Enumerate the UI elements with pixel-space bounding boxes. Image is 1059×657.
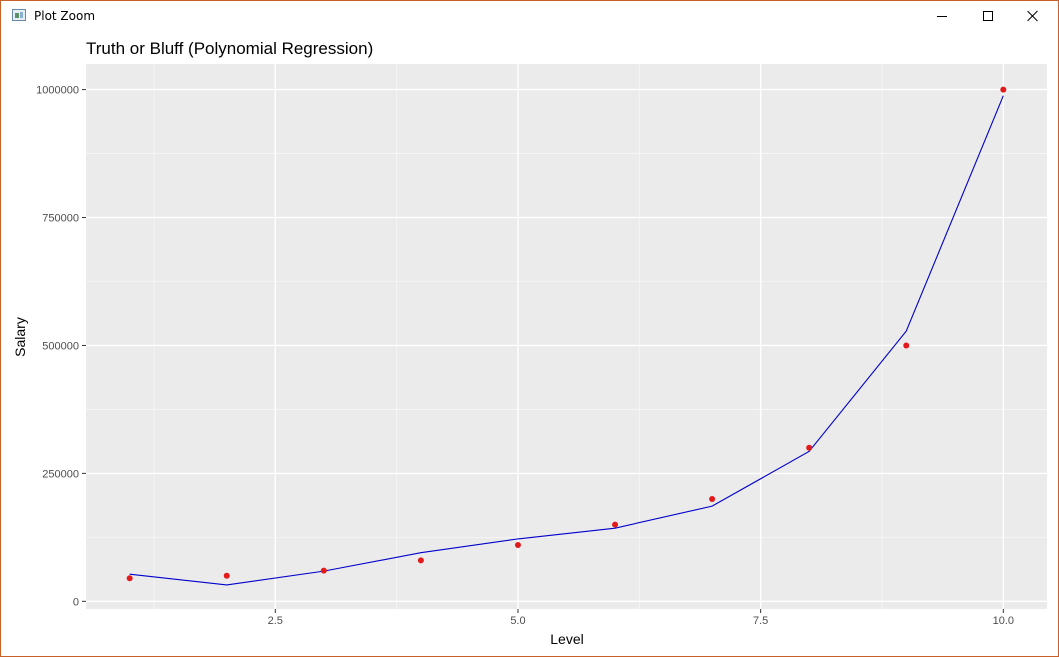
y-tick-label: 1000000 [36,85,79,97]
data-point [806,444,813,451]
grid-lines [86,64,1047,609]
x-axis-ticks: 2.5 5.0 7.5 10.0 [268,609,1014,627]
chart: Truth or Bluff (Polynomial Regression) 2… [12,39,1047,647]
chart-title: Truth or Bluff (Polynomial Regression) [86,39,373,58]
y-tick-label: 0 [73,596,79,608]
title-bar[interactable]: Plot Zoom [1,1,1058,31]
regression-line [129,95,1004,586]
data-point [1000,86,1007,93]
close-icon [1027,10,1039,22]
x-tick-label: 5.0 [510,615,525,627]
y-tick-label: 250000 [42,468,79,480]
data-point [903,342,910,349]
y-axis-ticks: 0 250000 500000 750000 1000000 [36,85,86,608]
data-points-layer [126,86,1007,582]
window-title: Plot Zoom [34,9,96,23]
x-tick-label: 7.5 [753,615,768,627]
data-point [126,575,133,582]
maximize-icon [983,11,993,21]
minimize-icon [937,16,947,17]
minimize-button[interactable] [918,1,964,31]
plot-area: Truth or Bluff (Polynomial Regression) 2… [1,31,1058,656]
data-point [612,521,619,528]
data-point [709,495,716,502]
y-tick-label: 750000 [42,213,79,225]
plot-panel [86,64,1047,609]
app-icon [12,9,26,21]
y-axis-label: Salary [12,317,28,357]
data-point [320,567,327,574]
data-point [223,572,230,579]
x-tick-label: 2.5 [268,615,283,627]
maximize-button[interactable] [964,1,1010,31]
y-tick-label: 500000 [42,340,79,352]
data-point [514,542,521,549]
data-point [417,557,424,564]
close-button[interactable] [1010,1,1056,31]
x-axis-label: Level [550,631,583,647]
regression-line-layer [129,95,1004,586]
x-tick-label: 10.0 [993,615,1014,627]
